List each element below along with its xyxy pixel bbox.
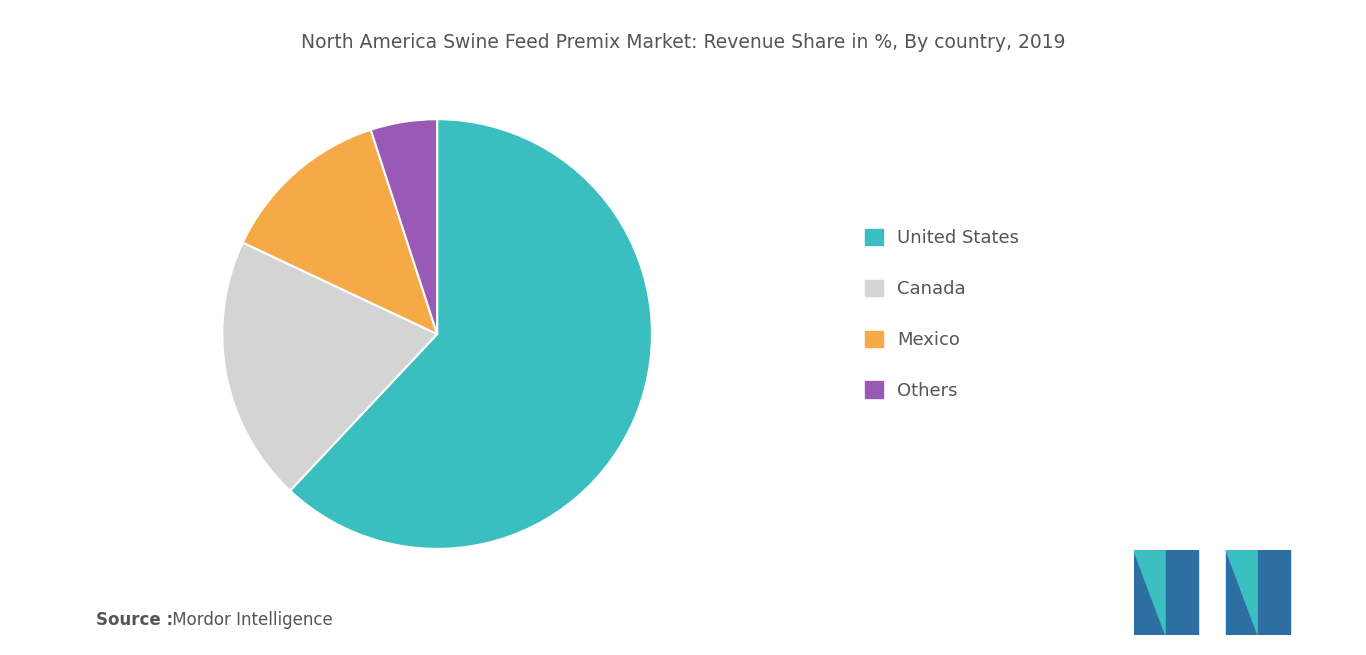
- Polygon shape: [1134, 550, 1165, 635]
- Polygon shape: [1258, 550, 1290, 635]
- Text: Mordor Intelligence: Mordor Intelligence: [167, 611, 332, 629]
- Polygon shape: [1134, 550, 1198, 635]
- Polygon shape: [1227, 550, 1258, 635]
- Wedge shape: [290, 119, 652, 549]
- Polygon shape: [1165, 550, 1198, 635]
- Polygon shape: [1227, 550, 1290, 635]
- Legend: United States, Canada, Mexico, Others: United States, Canada, Mexico, Others: [856, 220, 1029, 409]
- Wedge shape: [223, 242, 437, 491]
- Text: North America Swine Feed Premix Market: Revenue Share in %, By country, 2019: North America Swine Feed Premix Market: …: [301, 33, 1065, 52]
- Text: Source :: Source :: [96, 611, 172, 629]
- Wedge shape: [243, 130, 437, 334]
- Wedge shape: [370, 119, 437, 334]
